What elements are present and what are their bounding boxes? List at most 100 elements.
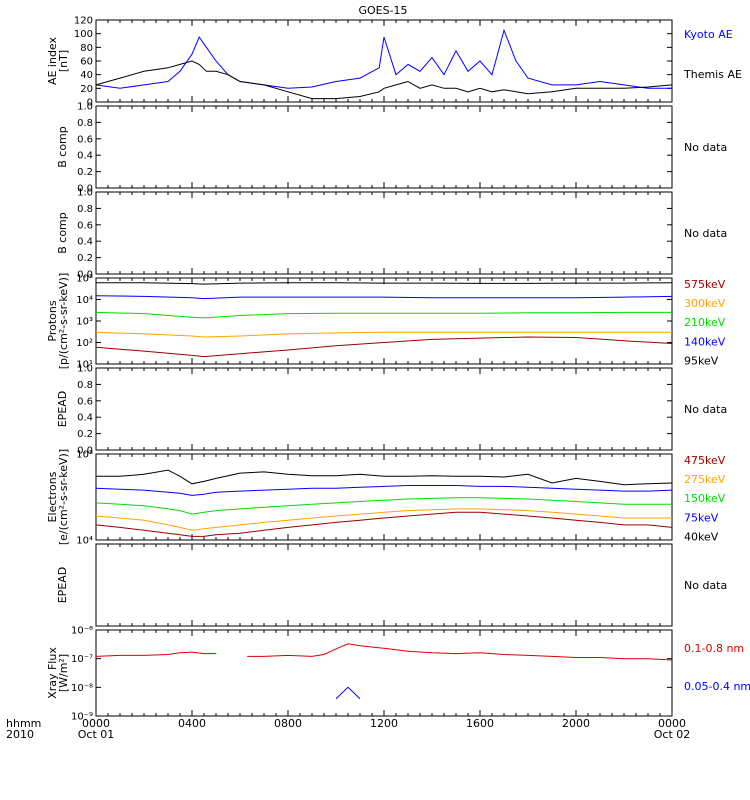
y-tick-label: 0.0 — [77, 270, 93, 281]
series-line — [95, 485, 673, 496]
y-tick-label: 1.0 — [77, 102, 93, 113]
series-line — [95, 295, 673, 300]
time-tick-label: 1600 — [466, 717, 494, 730]
series-line — [95, 497, 672, 515]
legend-entry: 140keV — [684, 335, 726, 348]
y-tick-label: 80 — [80, 43, 93, 54]
panel-b1: 0.0 0.2 0.4 0.6 0.8 1.0 B comp No data — [56, 102, 727, 195]
time-tick-label: 0400 — [178, 717, 206, 730]
legend-entry: 0.05-0.4 nm — [684, 680, 750, 693]
y-tick-label: 0.4 — [77, 413, 93, 424]
series-line — [96, 282, 673, 285]
y-tick-label: 20 — [80, 84, 93, 95]
y-tick-label: 100 — [74, 29, 93, 40]
legend-entry: 75keV — [684, 511, 719, 524]
y-tick-label: 0.6 — [77, 220, 93, 231]
panels: 0 20 40 60 80 100 120 AE index[nT] Kyoto AE Themi… — [46, 16, 750, 723]
series-line — [95, 336, 673, 358]
y-tick-label: 0.0 — [77, 446, 93, 457]
series-line — [95, 311, 672, 319]
panel-frame — [95, 543, 673, 627]
legend-entry: 275keV — [684, 473, 726, 486]
y-tick-label: 10¹ — [76, 360, 93, 371]
series-group-electrons — [95, 469, 673, 537]
y-axis-label: EPEAD — [56, 391, 69, 428]
y-tick-label: 10⁵ — [76, 274, 93, 285]
y-tick-label: 0.2 — [77, 429, 93, 440]
y-tick-label: 10⁴ — [76, 536, 93, 547]
no-data-label: No data — [684, 403, 727, 416]
y-axis-label: [p/(cm²-s-sr-keV)] — [57, 273, 70, 370]
legend-entry: 0.1-0.8 nm — [684, 642, 744, 655]
y-tick-label: 10⁻⁹ — [71, 712, 93, 723]
panel-frame — [95, 277, 673, 365]
y-tick-label: 0.0 — [77, 184, 93, 195]
y-tick-label: 40 — [80, 70, 93, 81]
y-tick-label: 60 — [80, 57, 93, 68]
series-group-ae — [95, 28, 673, 100]
legend-entry: Themis AE — [683, 68, 742, 81]
panel-frame — [95, 105, 673, 189]
time-tick-label: 0000 — [82, 717, 110, 730]
y-axis-label: B comp — [56, 212, 69, 254]
no-data-label: No data — [684, 141, 727, 154]
time-tick-label: 1200 — [370, 717, 398, 730]
panel-xray: 10⁻⁹ 10⁻⁸ 10⁻⁷ 10⁻⁶ Xray Flux[W/m²] 0.1-0.8 n… — [46, 626, 750, 723]
panel-epead1: 0.0 0.2 0.4 0.6 0.8 1.0 EPEAD No data — [56, 364, 727, 457]
panel-epead2: EPEAD No data — [56, 543, 727, 627]
no-data-label: No data — [684, 579, 727, 592]
series-line — [95, 331, 672, 338]
series-line — [95, 28, 672, 89]
time-tick-label: 2000 — [562, 717, 590, 730]
y-tick-label: 0.6 — [77, 134, 93, 145]
y-tick-label: 0 — [87, 98, 93, 109]
panel-frame — [95, 453, 673, 541]
no-data-label: No data — [684, 227, 727, 240]
y-tick-label: 0.8 — [77, 118, 93, 129]
series-line — [95, 511, 673, 537]
y-axis-label: Xray Flux — [46, 647, 59, 699]
y-tick-label: 0.2 — [77, 253, 93, 264]
legend-entry: 300keV — [684, 297, 726, 310]
y-tick-label: 10³ — [76, 317, 93, 328]
y-tick-label: 10⁵ — [76, 450, 93, 461]
legend-entry: 150keV — [684, 492, 726, 505]
series-group-protons — [95, 282, 673, 358]
series-line — [335, 686, 361, 700]
y-tick-label: 120 — [74, 16, 93, 27]
y-tick-label: 0.6 — [77, 396, 93, 407]
y-axis-label: Protons — [46, 300, 59, 341]
panel-electrons: 10⁴ 10⁵ Electrons[e/(cm²-s-sr-keV)] 475keV 2… — [46, 449, 726, 547]
panel-b2: 0.0 0.2 0.4 0.6 0.8 1.0 B comp No data — [56, 188, 727, 281]
legend-entry: 210keV — [684, 316, 726, 329]
y-axis-label: EPEAD — [56, 567, 69, 604]
legend-entry: 40keV — [684, 530, 719, 543]
legend-entry: 95keV — [684, 354, 719, 367]
y-axis-label: Electrons — [46, 471, 59, 522]
time-tick-date: Oct 02 — [654, 728, 691, 741]
y-axis-label: B comp — [56, 126, 69, 168]
y-tick-label: 10⁻⁶ — [71, 626, 93, 637]
y-axis-label: [W/m²] — [57, 654, 70, 692]
y-tick-label: 1.0 — [77, 188, 93, 199]
page-title: GOES-15 — [358, 4, 407, 17]
panel-frame — [95, 367, 673, 451]
panel-frame — [95, 629, 673, 717]
panel-frame — [95, 191, 673, 275]
y-tick-label: 0.4 — [77, 151, 93, 162]
y-tick-label: 0.2 — [77, 167, 93, 178]
series-line — [96, 469, 673, 486]
y-tick-label: 10⁴ — [76, 295, 93, 306]
panel-ae: 0 20 40 60 80 100 120 AE index[nT] Kyoto AE Themi… — [46, 16, 742, 109]
time-axis-corner-label: 2010 — [6, 728, 34, 741]
y-tick-label: 10⁻⁸ — [71, 683, 93, 694]
y-axis-label: [nT] — [57, 50, 70, 72]
y-tick-label: 1.0 — [77, 364, 93, 375]
y-axis-label: AE index — [46, 36, 59, 85]
panel-protons: 10¹ 10² 10³ 10⁴ 10⁵ Protons[p/(cm²-s-sr-keV)]… — [46, 273, 726, 371]
legend-entry: Kyoto AE — [684, 28, 733, 41]
panel-frame — [95, 19, 673, 103]
series-group-xray — [95, 643, 673, 700]
y-tick-label: 0.8 — [77, 204, 93, 215]
